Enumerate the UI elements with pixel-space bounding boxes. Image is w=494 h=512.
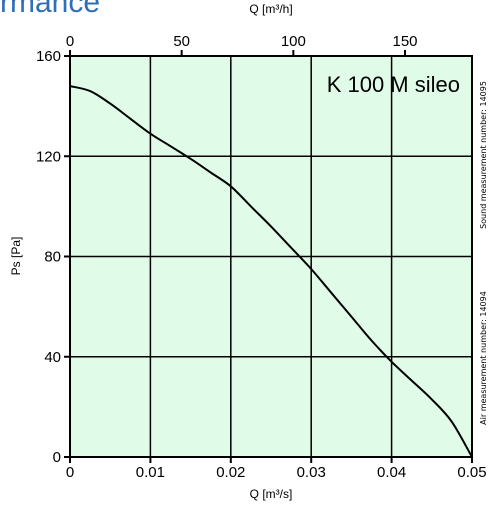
page-header-title: rmance [0,0,101,19]
fan-curve-line [69,85,473,458]
grid-lines [70,56,472,457]
x2-tick-label: 50 [173,33,190,50]
x2-axis-label: Q [m³/h] [249,2,292,16]
axis-ticks: 0 0.01 0.02 0.03 0.04 0.05 0 40 80 120 160 0 50 100 15… [36,33,487,481]
air-measurement-note: Air measurement number: 14094 [479,291,488,425]
y-axis-label: Ps [Pa] [9,237,23,276]
x-tick-label: 0.03 [297,464,326,481]
chart-title: K 100 M sileo [327,72,460,97]
y-tick-label: 40 [44,349,61,366]
x2-tick-label: 100 [281,33,306,50]
y-tick-label: 0 [53,449,61,466]
y-tick-label: 120 [36,148,61,165]
y-tick-label: 160 [36,48,61,65]
x-tick-label: 0.04 [377,464,406,481]
x2-tick-label: 0 [66,33,74,50]
x-tick-label: 0.02 [216,464,245,481]
sound-measurement-note: Sound measurement number: 14095 [479,81,488,229]
x-tick-label: 0.05 [457,464,486,481]
x-tick-label: 0 [66,464,74,481]
x-tick-label: 0.01 [136,464,165,481]
x-axis-label: Q [m³/s] [250,487,293,501]
y-tick-label: 80 [44,249,61,266]
x2-tick-label: 150 [392,33,417,50]
